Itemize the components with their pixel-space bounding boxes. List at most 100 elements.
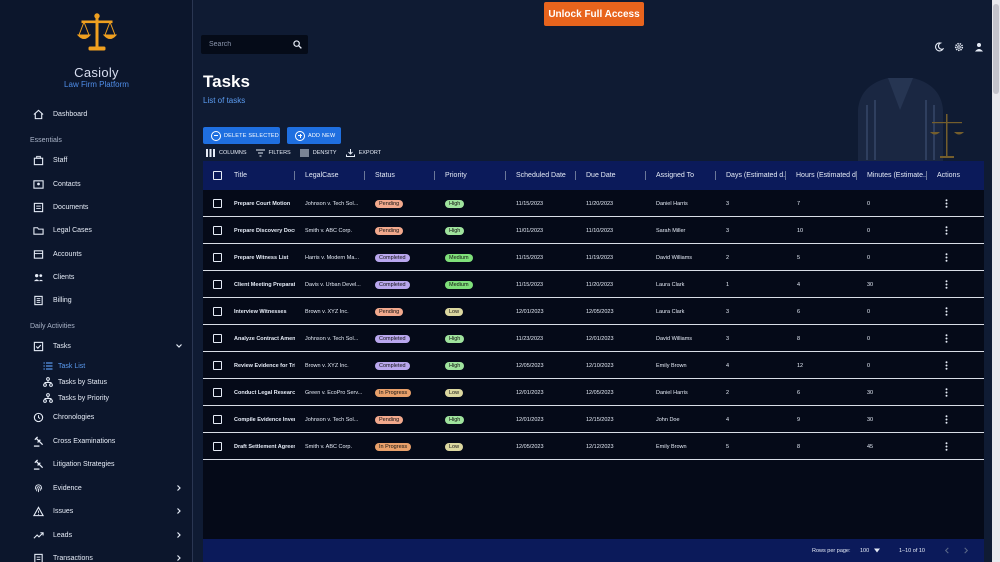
- row-checkbox[interactable]: [213, 334, 222, 343]
- row-checkbox[interactable]: [213, 442, 222, 451]
- table-row[interactable]: Prepare Discovery Docu Smith v. ABC Corp.…: [203, 217, 984, 244]
- sidebar-item-chronologies[interactable]: Chronologies: [0, 407, 192, 427]
- sidebar-item-leads[interactable]: Leads: [0, 525, 192, 545]
- row-checkbox[interactable]: [213, 307, 222, 316]
- sidebar-item-label: Transactions: [53, 554, 93, 562]
- more-actions-icon[interactable]: [945, 199, 948, 208]
- column-header-due-date[interactable]: Due Date: [576, 161, 646, 190]
- table-row[interactable]: Review Evidence for Tria Brown v. XYZ Inc…: [203, 352, 984, 379]
- cell-days: 2: [726, 254, 730, 261]
- table-row[interactable]: Prepare Court Motion Johnson v. Tech Sol.…: [203, 190, 984, 217]
- sidebar-item-accounts[interactable]: Accounts: [0, 244, 192, 264]
- more-actions-icon[interactable]: [945, 442, 948, 451]
- more-actions-icon[interactable]: [945, 307, 948, 316]
- status-chip: Pending: [375, 307, 404, 316]
- more-actions-icon[interactable]: [945, 253, 948, 262]
- add-new-label: ADD NEW: [308, 132, 336, 139]
- row-checkbox[interactable]: [213, 226, 222, 235]
- sidebar-item-label: Cross Examinations: [53, 437, 116, 445]
- row-checkbox[interactable]: [213, 280, 222, 289]
- table-row[interactable]: Conduct Legal Research Green v. EcoPro Se…: [203, 379, 984, 406]
- table-row[interactable]: Client Meeting Preparati Davis v. Urban D…: [203, 271, 984, 298]
- cell-title: Prepare Discovery Docu: [234, 227, 295, 234]
- row-checkbox[interactable]: [213, 388, 222, 397]
- sidebar-item-issues[interactable]: Issues: [0, 501, 192, 521]
- cell-hours: 5: [797, 254, 801, 261]
- add-new-button[interactable]: ADD NEW: [287, 127, 341, 144]
- more-actions-icon[interactable]: [945, 361, 948, 370]
- sidebar-item-staff[interactable]: Staff: [0, 150, 192, 170]
- folder-icon: [33, 226, 44, 235]
- sidebar-item-contacts[interactable]: Contacts: [0, 174, 192, 194]
- table-row[interactable]: Draft Settlement Agreem Smith v. ABC Corp…: [203, 433, 984, 460]
- more-actions-icon[interactable]: [945, 334, 948, 343]
- sidebar-subitem-task-list[interactable]: Task List: [0, 359, 192, 373]
- cell-scheduled-date: 11/23/2023: [516, 335, 544, 342]
- cell-legalcase: Johnson v. Tech Sol...: [305, 416, 359, 423]
- add-circle-icon: [295, 130, 305, 141]
- sidebar-item-billing[interactable]: Billing: [0, 290, 192, 310]
- sidebar-subitem-label: Task List: [58, 362, 86, 370]
- export-button[interactable]: EXPORT: [345, 149, 382, 157]
- page-scrollbar[interactable]: [992, 0, 1000, 562]
- row-checkbox[interactable]: [213, 253, 222, 262]
- more-actions-icon[interactable]: [945, 415, 948, 424]
- table-row[interactable]: Interview Witnesses Brown v. XYZ Inc. Pend…: [203, 298, 984, 325]
- select-all-checkbox[interactable]: [213, 171, 222, 180]
- scrollbar-thumb[interactable]: [993, 4, 999, 94]
- column-header-days[interactable]: Days (Estimated d...: [716, 161, 786, 190]
- more-actions-icon[interactable]: [945, 226, 948, 235]
- search-icon[interactable]: [293, 40, 302, 49]
- caret-down-icon[interactable]: [874, 548, 880, 553]
- sidebar-item-clients[interactable]: Clients: [0, 267, 192, 287]
- gear-icon[interactable]: [954, 39, 964, 52]
- chevron-right-icon: [177, 485, 181, 491]
- sidebar-item-cross-examinations[interactable]: Cross Examinations: [0, 431, 192, 451]
- column-header-legalcase[interactable]: LegalCase: [295, 161, 365, 190]
- sidebar-item-evidence[interactable]: Evidence: [0, 478, 192, 498]
- more-actions-icon[interactable]: [945, 388, 948, 397]
- cell-priority: Medium: [445, 244, 506, 271]
- cell-minutes: 45: [867, 443, 874, 450]
- column-header-title[interactable]: Title: [225, 161, 295, 190]
- column-header-scheduled-date[interactable]: Scheduled Date: [506, 161, 576, 190]
- cell-hours: 9: [797, 416, 801, 423]
- cell-scheduled-date: 11/15/2023: [516, 281, 544, 288]
- sidebar-item-tasks[interactable]: Tasks: [0, 336, 192, 356]
- cell-hours: 8: [797, 335, 801, 342]
- sidebar-item-dashboard[interactable]: Dashboard: [0, 104, 192, 124]
- density-button[interactable]: DENSITY: [299, 149, 337, 157]
- table-row[interactable]: Analyze Contract Amend Johnson v. Tech So…: [203, 325, 984, 352]
- search-input[interactable]: [209, 38, 289, 51]
- row-checkbox[interactable]: [213, 361, 222, 370]
- columns-button[interactable]: COLUMNS: [206, 149, 247, 157]
- moon-icon[interactable]: [934, 39, 945, 52]
- column-header-priority[interactable]: Priority: [435, 161, 506, 190]
- rows-per-page-select[interactable]: 100: [860, 548, 870, 554]
- cell-status: In Progress: [375, 433, 435, 460]
- column-header-status[interactable]: Status: [365, 161, 435, 190]
- sidebar-subitem-tasks-by-priority[interactable]: Tasks by Priority: [0, 391, 192, 405]
- next-page-icon[interactable]: [963, 547, 969, 554]
- sidebar-item-litigation-strategies[interactable]: Litigation Strategies: [0, 454, 192, 474]
- table-row[interactable]: Prepare Witness List Harris v. Modern Ma.…: [203, 244, 984, 271]
- sidebar-item-transactions[interactable]: Transactions: [0, 548, 192, 562]
- column-header-assigned-to[interactable]: Assigned To: [646, 161, 716, 190]
- sidebar-subitem-tasks-by-status[interactable]: Tasks by Status: [0, 375, 192, 389]
- unlock-full-access-button[interactable]: Unlock Full Access: [544, 2, 644, 26]
- cell-minutes: 30: [867, 416, 874, 423]
- column-header-minutes[interactable]: Minutes (Estimate...: [857, 161, 927, 190]
- column-header-hours[interactable]: Hours (Estimated d...: [786, 161, 857, 190]
- person-icon[interactable]: [974, 39, 984, 52]
- previous-page-icon[interactable]: [944, 547, 950, 554]
- more-actions-icon[interactable]: [945, 280, 948, 289]
- cell-hours: 10: [797, 227, 804, 234]
- row-checkbox[interactable]: [213, 415, 222, 424]
- filters-button[interactable]: FILTERS: [255, 149, 291, 157]
- delete-selected-button[interactable]: DELETE SELECTED: [203, 127, 280, 144]
- export-label: EXPORT: [358, 150, 382, 156]
- sidebar-item-legal-cases[interactable]: Legal Cases: [0, 220, 192, 240]
- row-checkbox[interactable]: [213, 199, 222, 208]
- table-row[interactable]: Compile Evidence Invent Johnson v. Tech S…: [203, 406, 984, 433]
- sidebar-item-documents[interactable]: Documents: [0, 197, 192, 217]
